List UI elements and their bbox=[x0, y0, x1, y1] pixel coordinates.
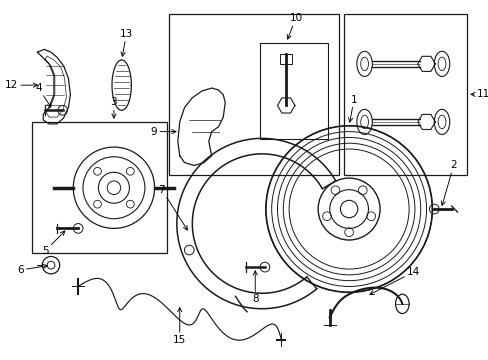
Text: 5: 5 bbox=[42, 231, 65, 256]
Bar bbox=[169, 14, 339, 175]
Text: 15: 15 bbox=[173, 308, 186, 345]
Text: 1: 1 bbox=[348, 95, 357, 122]
Text: 10: 10 bbox=[286, 13, 302, 39]
Text: 12: 12 bbox=[5, 80, 38, 90]
Text: 9: 9 bbox=[151, 127, 176, 136]
Bar bbox=[32, 122, 167, 253]
Text: 11: 11 bbox=[470, 89, 488, 99]
Text: 2: 2 bbox=[440, 160, 456, 206]
Bar bbox=[280, 54, 291, 64]
Bar bbox=[260, 42, 327, 139]
Text: 7: 7 bbox=[158, 185, 187, 230]
Bar bbox=[344, 14, 466, 175]
Text: 4: 4 bbox=[35, 83, 51, 107]
Text: 8: 8 bbox=[251, 271, 258, 304]
Text: 6: 6 bbox=[17, 264, 47, 275]
Text: 13: 13 bbox=[120, 29, 133, 56]
Text: 3: 3 bbox=[110, 98, 117, 118]
Text: 14: 14 bbox=[369, 267, 420, 294]
